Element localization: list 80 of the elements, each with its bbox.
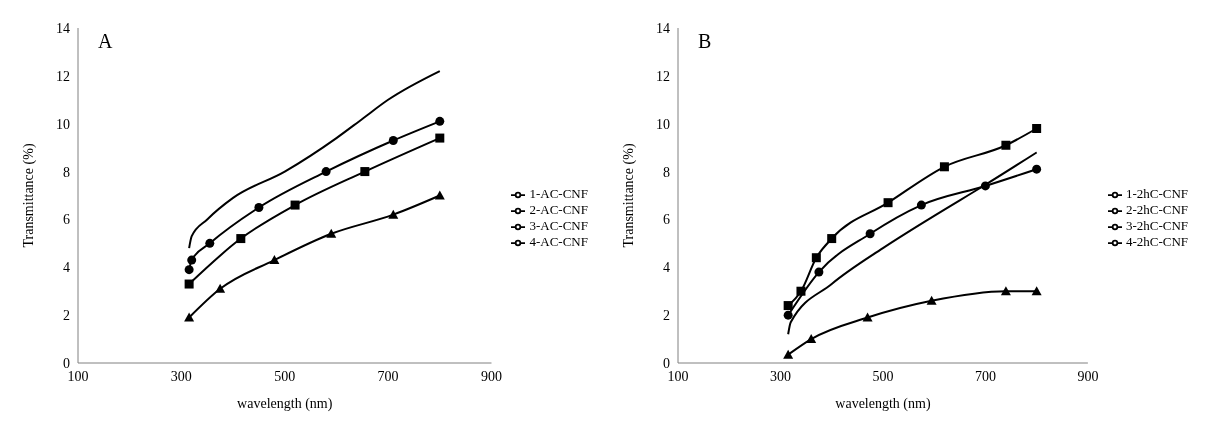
point bbox=[290, 200, 300, 210]
point bbox=[205, 238, 215, 248]
x-tick-label: 700 bbox=[377, 368, 399, 384]
point bbox=[783, 310, 793, 320]
x-tick-label: 500 bbox=[274, 368, 296, 384]
y-tick-label: 10 bbox=[56, 116, 70, 132]
point bbox=[811, 253, 821, 263]
point bbox=[435, 133, 445, 143]
y-tick-label: 6 bbox=[63, 212, 70, 228]
y-axis-title: Transmittance (%) bbox=[20, 143, 37, 248]
point bbox=[388, 135, 398, 145]
point bbox=[187, 255, 197, 265]
legend-label: 2-2hC-CNF bbox=[1125, 201, 1188, 217]
chart-title: A bbox=[98, 30, 113, 53]
legend-label: 3-AC-CNF bbox=[529, 218, 588, 233]
point bbox=[1031, 286, 1042, 296]
point bbox=[435, 116, 445, 126]
point bbox=[814, 267, 824, 277]
x-tick-label: 100 bbox=[667, 368, 689, 384]
point bbox=[1032, 164, 1042, 174]
x-tick-label: 900 bbox=[1077, 368, 1099, 384]
y-tick-label: 6 bbox=[663, 212, 670, 228]
point bbox=[980, 181, 990, 191]
point bbox=[939, 162, 949, 172]
y-tick-label: 14 bbox=[656, 20, 670, 36]
x-axis-title: wavelength (nm) bbox=[835, 396, 931, 412]
point bbox=[434, 190, 445, 200]
point bbox=[254, 202, 264, 212]
x-tick-label: 100 bbox=[67, 368, 89, 384]
point bbox=[184, 312, 195, 322]
point bbox=[321, 167, 331, 177]
legend-label: 4-AC-CNF bbox=[529, 234, 588, 250]
y-axis-title: Transmittance (%) bbox=[620, 143, 637, 248]
x-axis-title: wavelength (nm) bbox=[237, 396, 333, 412]
point bbox=[783, 301, 793, 311]
y-tick-label: 8 bbox=[63, 164, 70, 180]
legend-label: 4-2hC-CNF bbox=[1125, 234, 1188, 250]
point bbox=[865, 229, 875, 239]
point bbox=[883, 198, 893, 208]
x-tick-label: 300 bbox=[769, 368, 791, 384]
point bbox=[862, 312, 873, 322]
y-tick-label: 10 bbox=[656, 116, 670, 132]
legend-label: 1-AC-CNF bbox=[529, 185, 588, 201]
y-tick-label: 4 bbox=[63, 260, 70, 276]
chart-title: B bbox=[698, 30, 712, 53]
point bbox=[1032, 124, 1042, 133]
point bbox=[184, 265, 194, 275]
point bbox=[388, 209, 399, 219]
point bbox=[1001, 140, 1011, 150]
x-tick-label: 900 bbox=[480, 368, 502, 384]
y-tick-label: 12 bbox=[56, 68, 70, 84]
point bbox=[269, 255, 280, 265]
y-tick-label: 0 bbox=[63, 355, 70, 371]
y-tick-label: 12 bbox=[656, 68, 670, 84]
point bbox=[215, 283, 226, 293]
y-tick-label: 0 bbox=[663, 355, 670, 371]
y-tick-label: 4 bbox=[663, 260, 670, 276]
line-series bbox=[188, 70, 441, 250]
point bbox=[236, 234, 246, 244]
point bbox=[184, 279, 194, 289]
point bbox=[783, 349, 794, 359]
point bbox=[916, 200, 926, 210]
x-tick-label: 300 bbox=[170, 368, 192, 384]
point bbox=[1000, 286, 1011, 296]
y-tick-label: 2 bbox=[63, 308, 70, 324]
point bbox=[360, 167, 370, 177]
legend-label: 2-AC-CNF bbox=[529, 201, 588, 217]
point bbox=[326, 228, 337, 238]
line-series bbox=[787, 151, 1038, 336]
y-tick-label: 14 bbox=[56, 20, 70, 36]
legend-label: 3-2hC-CNF bbox=[1125, 218, 1188, 233]
y-tick-label: 8 bbox=[663, 164, 670, 180]
x-tick-label: 500 bbox=[872, 368, 894, 384]
legend-label: 1-2hC-CNF bbox=[1125, 185, 1188, 201]
point bbox=[827, 234, 837, 244]
y-tick-label: 2 bbox=[663, 308, 670, 324]
point bbox=[806, 334, 817, 344]
point bbox=[926, 295, 937, 305]
point bbox=[796, 286, 806, 296]
x-tick-label: 700 bbox=[974, 368, 996, 384]
